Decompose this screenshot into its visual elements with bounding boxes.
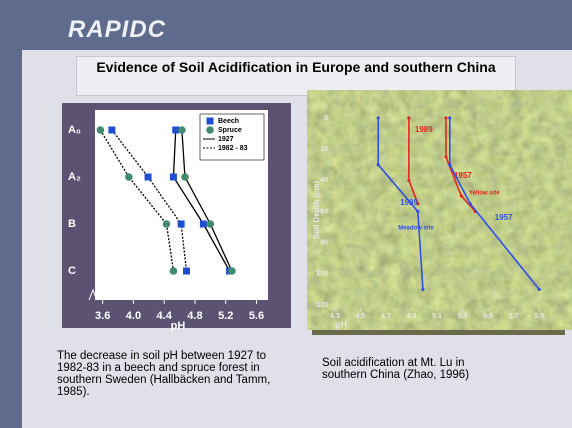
x-tick-label: 5.2	[218, 310, 233, 322]
marker	[228, 267, 236, 275]
legend-marker	[206, 126, 214, 134]
marker	[181, 173, 189, 181]
logo: RAPIDC	[68, 16, 167, 43]
photo-background	[330, 110, 558, 310]
marker	[125, 173, 133, 181]
point	[407, 116, 411, 120]
series-line	[172, 129, 231, 272]
legend-label: Spruce	[218, 127, 242, 134]
series-label: 1989	[415, 125, 433, 134]
marker	[206, 220, 215, 228]
y-axis-label: Soil Depth (cm)	[312, 180, 321, 239]
series-line	[99, 129, 175, 272]
marker	[169, 267, 178, 275]
y-tick-label: 120	[316, 302, 328, 309]
point	[459, 194, 463, 198]
marker	[178, 126, 186, 134]
point	[416, 202, 420, 206]
y-tick-label: 40	[320, 177, 328, 184]
legend-label: Beech	[218, 118, 239, 125]
point	[376, 163, 380, 167]
series-label: 1957	[454, 171, 472, 180]
site-label: Yellow site	[469, 191, 500, 197]
x-tick-label: 4.4	[157, 310, 173, 322]
site-label: Meadow site	[398, 226, 434, 232]
point	[444, 116, 448, 120]
point	[537, 287, 541, 292]
legend-label: 1927	[218, 136, 234, 143]
series-line	[181, 129, 233, 272]
point	[444, 155, 448, 159]
y-tick-label: C	[68, 265, 76, 277]
x-tick-label: 5.1	[432, 313, 442, 320]
right-caption: Soil acidification at Mt. Lu in southern…	[322, 357, 470, 381]
x-axis-label: pH	[171, 320, 186, 332]
point	[421, 287, 425, 292]
left-caption: The decrease in soil pH between 1927 to …	[57, 350, 271, 398]
marker	[108, 126, 116, 134]
marker	[162, 220, 171, 228]
x-tick-label: 5.9	[534, 313, 544, 320]
x-tick-label: 5.3	[458, 313, 468, 320]
y-tick-label: 60	[320, 208, 328, 215]
y-tick-label: A₂	[68, 171, 81, 183]
series-line	[448, 118, 540, 290]
point	[448, 163, 452, 167]
marker	[177, 220, 185, 228]
series-line	[111, 129, 188, 272]
series-label: 1957	[495, 213, 513, 222]
series-label: 1989	[400, 198, 418, 207]
series-line	[445, 118, 476, 213]
x-tick-label: 5.7	[509, 313, 519, 320]
x-tick-label: 5.5	[483, 313, 493, 320]
y-tick-label: 20	[320, 146, 328, 153]
legend-marker	[206, 117, 214, 125]
axis-break	[88, 287, 100, 301]
point	[416, 209, 420, 214]
x-axis-label: pH	[335, 319, 347, 329]
y-tick-label: A₀	[68, 124, 81, 136]
x-tick-label: 4.0	[126, 310, 141, 322]
x-tick-label: 5.6	[249, 310, 264, 322]
x-tick-label: 3.6	[95, 310, 110, 322]
slide-title: Evidence of Soil Acidification in Europe…	[76, 56, 516, 96]
x-tick-label: 4.3	[330, 313, 340, 320]
marker	[199, 220, 207, 228]
legend-label: 1982 - 83	[218, 145, 248, 152]
y-tick-label: B	[68, 218, 76, 230]
x-tick-label: 4.5	[355, 313, 365, 320]
point	[448, 116, 452, 120]
y-tick-label: 80	[320, 240, 328, 247]
x-tick-label: 4.9	[407, 313, 417, 320]
marker	[172, 126, 180, 134]
point	[468, 202, 472, 206]
marker	[144, 173, 152, 181]
marker	[96, 126, 105, 134]
marker	[182, 267, 190, 275]
x-tick-label: 4.7	[381, 313, 391, 320]
x-tick-label: 4.8	[187, 310, 202, 322]
y-tick-label: 0	[324, 115, 328, 122]
series-line	[377, 118, 424, 290]
y-tick-label: 100	[316, 271, 328, 278]
point	[376, 116, 380, 120]
marker	[169, 173, 177, 181]
point	[407, 178, 411, 182]
